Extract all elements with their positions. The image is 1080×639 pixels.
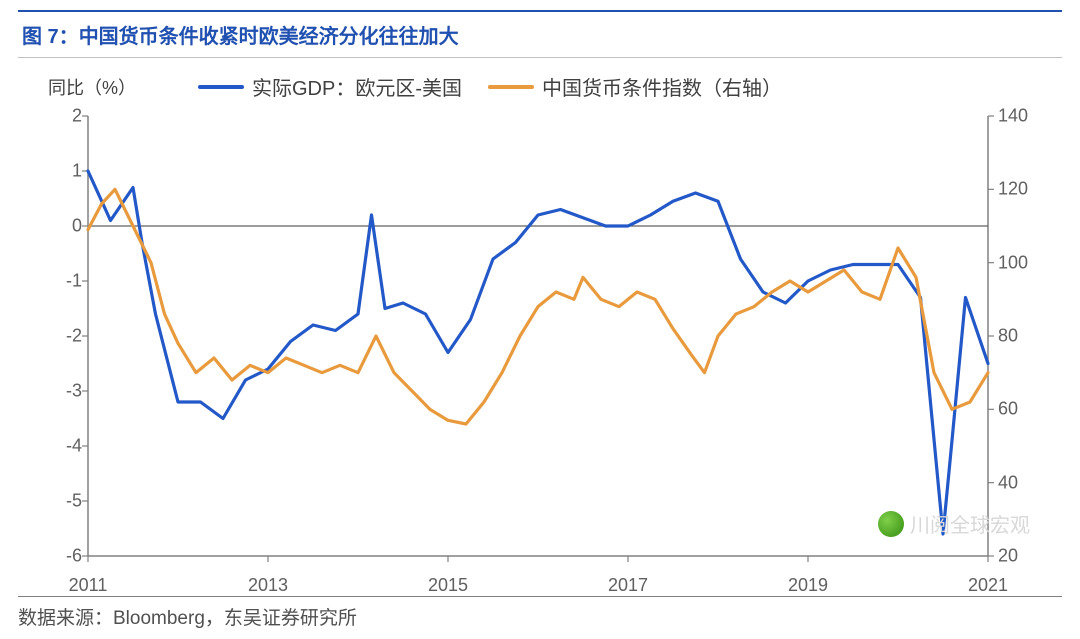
title-text: 中国货币条件收紧时欧美经济分化往往加大 bbox=[79, 26, 459, 48]
plot-area bbox=[88, 116, 988, 556]
y-right-tick-label: 40 bbox=[998, 472, 1038, 493]
y-right-tick-label: 140 bbox=[998, 106, 1038, 127]
y-left-tick-label: 1 bbox=[42, 161, 82, 182]
y-left-tick-label: -2 bbox=[42, 326, 82, 347]
legend-item: 实际GDP：欧元区-美国 bbox=[198, 72, 462, 101]
y-left-tick-label: 0 bbox=[42, 216, 82, 237]
y-left-tick-label: -5 bbox=[42, 491, 82, 512]
legend-label: 中国货币条件指数（右轴） bbox=[542, 72, 782, 101]
y-left-tick-label: -1 bbox=[42, 271, 82, 292]
legend-swatch bbox=[488, 85, 534, 89]
y-right-tick-label: 20 bbox=[998, 546, 1038, 567]
figure-title: 图 7：中国货币条件收紧时欧美经济分化往往加大 bbox=[18, 10, 1062, 58]
x-tick-label: 2013 bbox=[248, 575, 288, 596]
y-left-tick-label: -4 bbox=[42, 436, 82, 457]
y-left-tick-label: -6 bbox=[42, 546, 82, 567]
legend: 实际GDP：欧元区-美国 中国货币条件指数（右轴） bbox=[198, 72, 782, 101]
y-left-tick-label: -3 bbox=[42, 381, 82, 402]
title-prefix: 图 7： bbox=[22, 26, 79, 48]
y-right-tick-label: 80 bbox=[998, 326, 1038, 347]
x-tick-label: 2021 bbox=[968, 575, 1008, 596]
chart-svg bbox=[88, 116, 988, 556]
y-right-tick-label: 60 bbox=[998, 399, 1038, 420]
series-china_mci bbox=[88, 189, 988, 424]
x-tick-label: 2019 bbox=[788, 575, 828, 596]
y-right-tick-label: 100 bbox=[998, 252, 1038, 273]
source-text: 数据来源：Bloomberg，东吴证券研究所 bbox=[18, 597, 1062, 630]
legend-item: 中国货币条件指数（右轴） bbox=[488, 72, 782, 101]
legend-swatch bbox=[198, 85, 244, 89]
x-tick-label: 2017 bbox=[608, 575, 648, 596]
x-tick-label: 2015 bbox=[428, 575, 468, 596]
y-left-title: 同比（%） bbox=[48, 74, 136, 100]
y-right-tick-label: 120 bbox=[998, 179, 1038, 200]
legend-label: 实际GDP：欧元区-美国 bbox=[252, 72, 462, 101]
y-left-tick-label: 2 bbox=[42, 106, 82, 127]
chart-container: 同比（%） 实际GDP：欧元区-美国中国货币条件指数（右轴） 川阅全球宏观 21… bbox=[18, 66, 1058, 596]
x-tick-label: 2011 bbox=[69, 575, 108, 596]
